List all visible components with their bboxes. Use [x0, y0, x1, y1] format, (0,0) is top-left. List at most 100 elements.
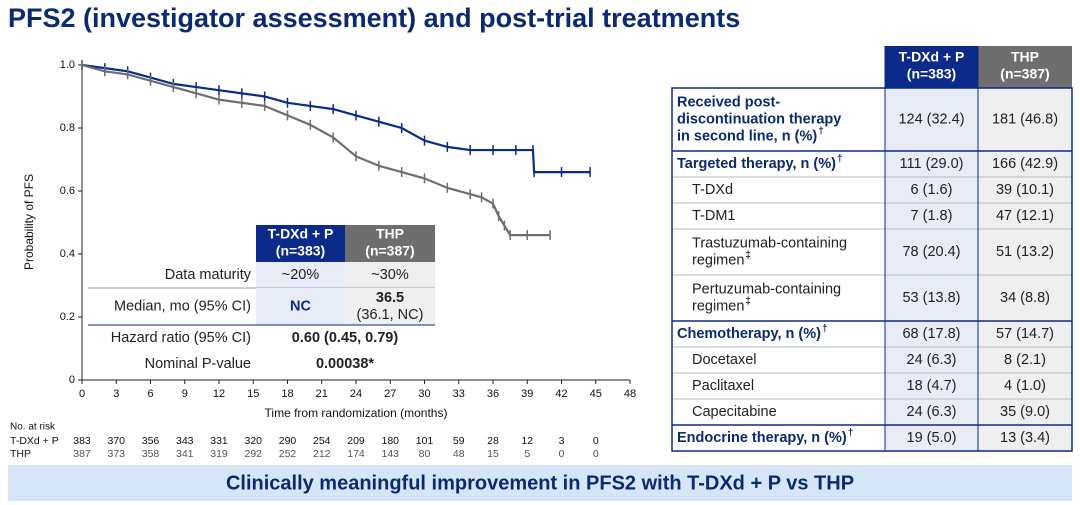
inset-cell-text: 36.5 [376, 290, 404, 306]
inset-span-text: 0.00038* [316, 356, 374, 372]
table-row-label: in second line, n (%) [677, 128, 817, 144]
inset-cell-bg [256, 288, 345, 325]
risk-value: 12 [521, 435, 533, 447]
risk-value: 373 [107, 448, 125, 460]
banner-text: Clinically meaningful improvement in PFS… [226, 472, 854, 494]
table-header-text: THP [1011, 49, 1039, 65]
risk-value: 15 [487, 448, 499, 460]
x-tick-label: 12 [213, 388, 225, 400]
inset-cell-text: ~30% [371, 267, 409, 283]
risk-value: 28 [487, 435, 499, 447]
inset-span-text: 0.60 (0.45, 0.79) [292, 330, 399, 346]
inset-cell-text: (36.1, NC) [357, 307, 424, 323]
risk-value: 370 [107, 435, 125, 447]
table-row-label: T-DM1 [692, 208, 736, 224]
km-curve [81, 63, 591, 174]
table-col-bg [978, 88, 1072, 451]
table-row-label: regimen [692, 298, 744, 314]
x-tick-label: 42 [555, 388, 567, 400]
x-tick-label: 9 [182, 388, 188, 400]
risk-value: 320 [244, 435, 262, 447]
table-cell: 24 (6.3) [907, 352, 957, 368]
x-tick-label: 18 [281, 388, 293, 400]
table-cell: 124 (32.4) [898, 111, 964, 127]
table-row-label: Received post- [677, 94, 780, 110]
table-row-label: Paclitaxel [692, 378, 754, 394]
table-cell: 35 (9.0) [1000, 404, 1050, 420]
table-cell: 68 (17.8) [902, 326, 960, 342]
inset-row-label: Median, mo (95% CI) [114, 298, 251, 314]
inset-row-label: Nominal P-value [145, 356, 251, 372]
table-border [671, 87, 1073, 452]
table-cell: 78 (20.4) [902, 244, 960, 260]
table-col-bg [885, 88, 978, 451]
y-tick-label: 0.8 [60, 122, 75, 134]
x-tick-label: 24 [350, 388, 362, 400]
risk-value: 180 [381, 435, 399, 447]
risk-value: 212 [313, 448, 331, 460]
x-tick-label: 36 [487, 388, 499, 400]
risk-value: 383 [73, 435, 91, 447]
x-tick-label: 39 [521, 388, 533, 400]
inset-cell-bg [256, 262, 345, 288]
table-row-label: regimen [692, 252, 744, 268]
inset-cell-text: NC [290, 298, 311, 314]
slide-title: PFS2 (investigator assessment) and post-… [8, 3, 740, 33]
x-tick-label: 0 [79, 388, 85, 400]
table-footnote-mark: † [818, 126, 824, 137]
risk-value: 5 [524, 448, 530, 460]
table-footnote-mark: ‡ [745, 250, 751, 261]
inset-header-cell [256, 225, 345, 262]
y-tick-label: 0.6 [60, 185, 75, 197]
risk-value: 48 [453, 448, 465, 460]
inset-header-text: (n=387) [365, 243, 414, 259]
x-tick-label: 21 [316, 388, 328, 400]
x-tick-label: 6 [147, 388, 153, 400]
table-cell: 18 (4.7) [907, 378, 957, 394]
table-cell: 57 (14.7) [996, 326, 1054, 342]
table-footnote-mark: † [822, 324, 828, 335]
x-tick-label: 45 [590, 388, 602, 400]
inset-header-text: T-DXd + P [268, 226, 334, 242]
x-tick-label: 48 [624, 388, 636, 400]
risk-value: 101 [416, 435, 434, 447]
x-tick-label: 15 [247, 388, 259, 400]
x-tick-label: 27 [384, 388, 396, 400]
risk-value: 319 [210, 448, 228, 460]
table-row-label: Targeted therapy, n (%) [677, 156, 836, 172]
table-row-label: Endocrine therapy, n (%) [677, 430, 847, 446]
risk-value: 290 [279, 435, 297, 447]
banner-bg [8, 465, 1072, 501]
table-footnote-mark: † [848, 428, 854, 439]
y-tick-label: 0.4 [60, 248, 75, 260]
table-header-text: (n=383) [907, 66, 956, 82]
table-cell: 8 (2.1) [1004, 352, 1046, 368]
risk-value: 356 [142, 435, 160, 447]
risk-value: 143 [381, 448, 399, 460]
risk-value: 0 [593, 448, 599, 460]
inset-header-text: (n=383) [276, 243, 325, 259]
table-footnote-mark: ‡ [745, 296, 751, 307]
risk-title: No. at risk [10, 422, 56, 433]
risk-value: 252 [279, 448, 297, 460]
risk-value: 343 [176, 435, 194, 447]
risk-value: 254 [313, 435, 331, 447]
risk-row-name: T-DXd + P [10, 435, 59, 447]
table-footnote-mark: † [837, 154, 843, 165]
table-cell: 4 (1.0) [1004, 378, 1046, 394]
inset-cell-bg [345, 262, 435, 288]
risk-value: 331 [210, 435, 228, 447]
y-tick-label: 0 [69, 374, 75, 386]
inset-cell-bg [345, 288, 435, 325]
table-cell: 6 (1.6) [911, 182, 953, 198]
table-row-label: discontinuation therapy [677, 111, 841, 127]
table-cell: 166 (42.9) [992, 156, 1058, 172]
x-tick-label: 3 [113, 388, 119, 400]
table-row-label: T-DXd [692, 182, 733, 198]
inset-row-label: Data maturity [165, 267, 252, 283]
x-tick-label: 30 [418, 388, 430, 400]
risk-row-name: THP [10, 448, 31, 460]
risk-value: 174 [347, 448, 365, 460]
table-cell: 111 (29.0) [900, 156, 964, 172]
